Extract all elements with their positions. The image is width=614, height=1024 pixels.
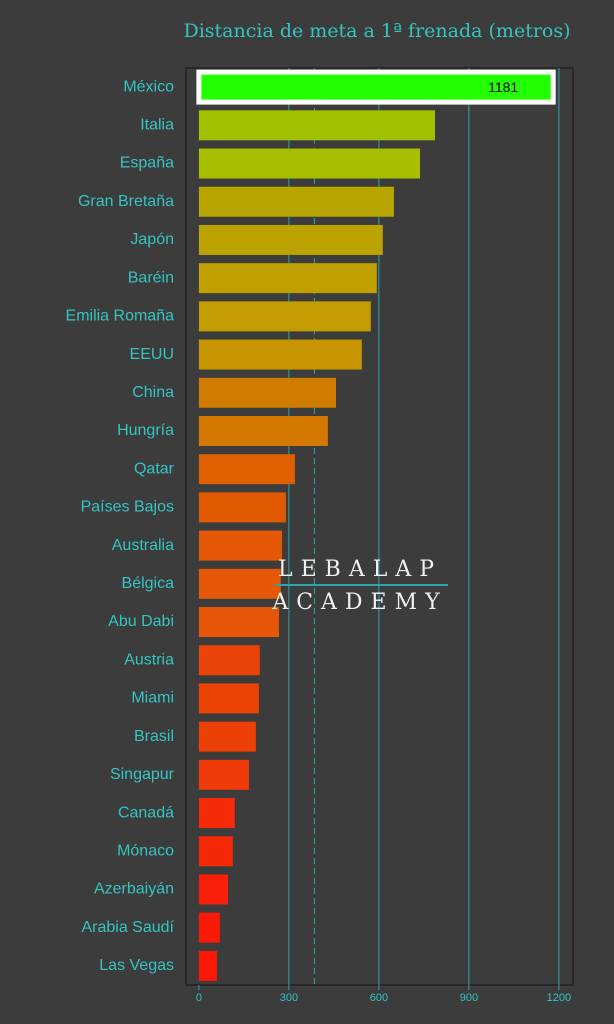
- bar: [198, 224, 383, 255]
- y-tick-label: Japón: [130, 231, 174, 248]
- y-tick-label: Azerbaiyán: [94, 881, 174, 898]
- y-tick-label: Brasil: [134, 728, 174, 745]
- y-tick-label: China: [132, 384, 174, 401]
- y-tick-label: Hungría: [117, 422, 174, 439]
- y-tick-label: Italia: [140, 117, 174, 134]
- bar: [198, 454, 295, 485]
- bar: [198, 377, 336, 408]
- bar: [198, 645, 260, 676]
- x-tick-label: 900: [460, 992, 478, 1004]
- y-tick-label: Gran Bretaña: [78, 193, 174, 210]
- data-label: 1181: [488, 79, 518, 95]
- bar: [198, 874, 228, 905]
- y-tick-label: Países Bajos: [81, 499, 174, 516]
- bar: [198, 568, 281, 599]
- bar: [198, 301, 371, 332]
- y-tick-label: Abu Dabi: [108, 613, 174, 630]
- y-tick-label: Singapur: [110, 766, 175, 783]
- y-tick-label: Miami: [131, 690, 174, 707]
- bar: [198, 950, 217, 981]
- y-tick-label: Mónaco: [117, 842, 174, 859]
- x-tick-label: 1200: [547, 992, 571, 1004]
- y-tick-label: Australia: [112, 537, 174, 554]
- y-tick-label: Arabia Saudí: [81, 919, 174, 936]
- y-tick-label: Qatar: [134, 460, 175, 477]
- x-tick-label: 600: [370, 992, 388, 1004]
- y-tick-label: España: [120, 155, 174, 172]
- bar: [198, 836, 233, 867]
- y-tick-label: Canadá: [118, 804, 174, 821]
- bar: [198, 798, 235, 829]
- bar: [198, 912, 220, 943]
- x-tick-label: 300: [280, 992, 298, 1004]
- bar: [198, 759, 249, 790]
- x-tick-label: 0: [196, 992, 202, 1004]
- bar: [198, 186, 394, 217]
- bar: [198, 607, 279, 638]
- bar: [198, 263, 377, 294]
- y-tick-label: Emilia Romaña: [66, 308, 175, 325]
- plot-frame: [185, 67, 574, 986]
- y-tick-label: Bélgica: [122, 575, 175, 592]
- y-tick-label: Las Vegas: [99, 957, 174, 974]
- bar: [196, 69, 556, 105]
- y-tick-label: Baréin: [128, 269, 174, 286]
- bar: [198, 148, 420, 179]
- watermark: ACADEMY: [271, 590, 447, 615]
- bar: [198, 339, 362, 370]
- watermark: LEBALAP: [278, 557, 442, 582]
- y-tick-label: Austria: [124, 651, 174, 668]
- bar: [198, 721, 256, 752]
- chart-title: Distancia de meta a 1ª frenada (metros): [183, 20, 570, 42]
- bar: [198, 530, 282, 561]
- y-tick-label: México: [123, 78, 174, 95]
- bar: [198, 683, 259, 714]
- bar: [198, 492, 286, 523]
- y-tick-label: EEUU: [130, 346, 174, 363]
- bar: [198, 415, 328, 446]
- bar: [198, 110, 435, 141]
